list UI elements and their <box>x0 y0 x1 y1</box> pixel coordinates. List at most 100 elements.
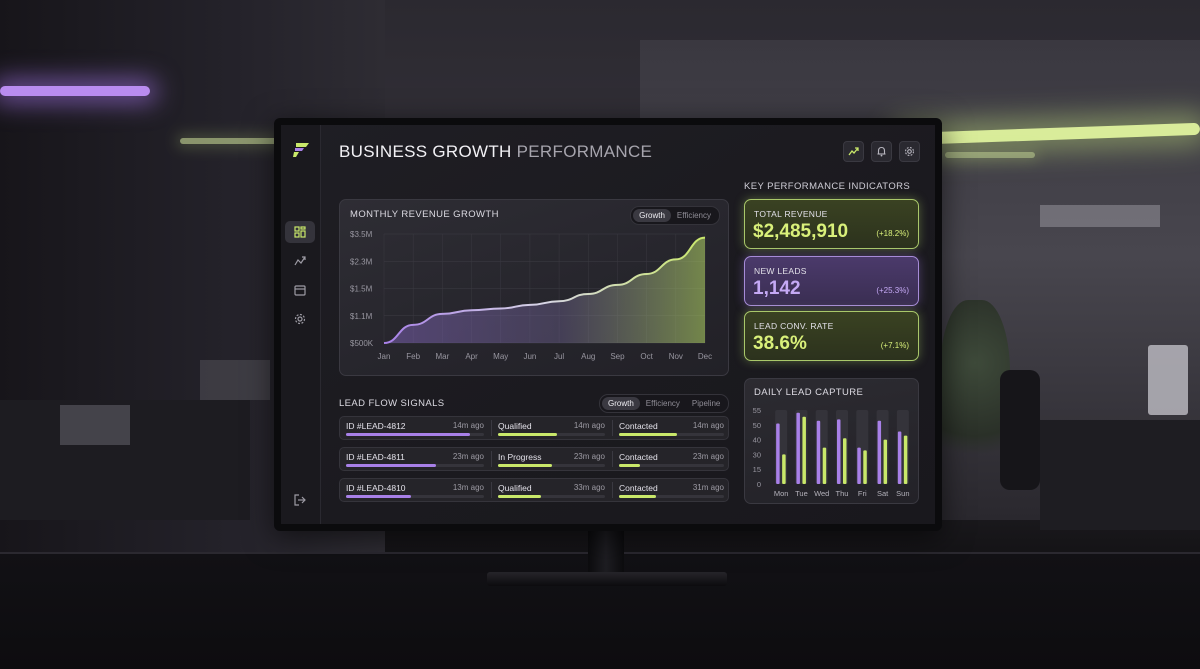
daily-y-tick-label: 55 <box>753 406 761 415</box>
daily-bar <box>843 438 847 484</box>
background-monitor <box>1148 345 1188 415</box>
lead-row[interactable]: ID #LEAD-4812 14m ago Qualified 14m ago Cont… <box>339 416 729 440</box>
analytics-icon <box>294 256 306 266</box>
daily-bar <box>857 447 861 484</box>
lead-row-divider <box>491 482 492 498</box>
sidebar-item-calendar[interactable] <box>285 279 315 301</box>
background-purple-light <box>0 86 150 96</box>
daily-lead-capture-card: 55 50 40 30 15 0 Mon Tue Wed Thu Fri Sat Sun DAILY L… <box>744 378 919 504</box>
kpi-value: 1,142 <box>753 278 801 299</box>
lead-progress-fill <box>498 464 552 467</box>
lead-id-text: ID #LEAD-4811 <box>346 452 405 462</box>
lead-progress-track <box>619 433 724 436</box>
lead-id-text: ID #LEAD-4810 <box>346 483 406 493</box>
settings-button[interactable] <box>899 141 920 162</box>
daily-bar <box>903 435 908 484</box>
daily-x-tick-label: Mon <box>774 489 789 498</box>
lead-status-time: 31m ago <box>692 483 724 492</box>
lead-progress-track <box>498 495 605 498</box>
lead-cell-id: ID #LEAD-4810 13m ago <box>340 479 490 501</box>
background-panel <box>1040 205 1160 227</box>
lead-row-divider <box>612 482 613 498</box>
lead-row[interactable]: ID #LEAD-4810 13m ago Qualified 33m ago Cont… <box>339 478 729 502</box>
revenue-chart-card: $500K $1.1M $1.5M $2.3M $3.5M Jan Feb Mar Apr May… <box>339 199 729 376</box>
trend-button[interactable] <box>843 141 864 162</box>
sidebar-item-analytics[interactable] <box>285 250 315 272</box>
lead-flow-title: LEAD FLOW SIGNALS <box>339 398 445 409</box>
kpi-lead-conv-rate[interactable]: LEAD CONV. RATE 38.6% (+7.1%) <box>744 311 919 361</box>
lead-progress-fill <box>498 433 557 436</box>
daily-bar <box>877 420 882 484</box>
kpi-change: (+25.3%) <box>876 286 909 295</box>
daily-bar <box>782 454 786 484</box>
bell-icon <box>877 146 886 157</box>
lead-cell-id: ID #LEAD-4811 23m ago <box>340 448 490 470</box>
daily-bar <box>802 416 806 484</box>
lead-cell-stage: Qualified 14m ago <box>492 417 611 439</box>
sidebar-item-settings[interactable] <box>285 308 315 330</box>
lead-row-divider <box>491 420 492 436</box>
kpi-label: TOTAL REVENUE <box>754 209 828 219</box>
revenue-tabs: Growth Efficiency <box>630 206 720 225</box>
kpi-new-leads[interactable]: NEW LEADS 1,142 (+25.3%) <box>744 256 919 306</box>
lead-progress-track <box>619 464 724 467</box>
kpi-value: $2,485,910 <box>753 221 849 242</box>
revenue-tab-efficiency[interactable]: Efficiency <box>676 211 711 220</box>
lead-flow-tab-efficiency[interactable]: Efficiency <box>645 399 680 408</box>
lead-status-time: 23m ago <box>692 452 724 461</box>
lead-row-divider <box>491 451 492 467</box>
daily-x-tick-label: Tue <box>795 489 808 498</box>
lead-stage-time: 33m ago <box>573 483 605 492</box>
page-title-main: BUSINESS GROWTH <box>339 142 512 161</box>
daily-bar <box>897 431 902 484</box>
lead-progress-track <box>346 433 484 436</box>
daily-y-tick-label: 0 <box>757 480 761 489</box>
revenue-x-tick-label: Jun <box>523 352 536 361</box>
kpi-change: (+18.2%) <box>876 229 909 238</box>
lead-flow-tab-growth[interactable]: Growth <box>602 397 640 410</box>
revenue-x-tick-label: Mar <box>435 352 449 361</box>
lead-flow-tab-pipeline[interactable]: Pipeline <box>691 399 721 408</box>
kpi-label: NEW LEADS <box>754 266 807 276</box>
dashboard-screen: BUSINESS GROWTH PERFORMANCE <box>281 125 935 524</box>
app-logo-icon <box>293 143 309 157</box>
lead-stage-text: Qualified <box>498 483 532 493</box>
lead-progress-track <box>498 464 605 467</box>
lead-progress-fill <box>619 495 656 498</box>
monitor-stand-neck <box>588 525 624 575</box>
revenue-y-tick-label: $500K <box>350 339 374 348</box>
lead-status-time: 14m ago <box>692 421 724 430</box>
lead-progress-fill <box>346 464 436 467</box>
sidebar <box>281 125 321 524</box>
lead-progress-track <box>346 495 484 498</box>
daily-y-tick-label: 15 <box>753 465 761 474</box>
page-title: BUSINESS GROWTH PERFORMANCE <box>339 142 652 162</box>
lead-status-text: Contacted <box>619 483 658 493</box>
kpi-value: 38.6% <box>753 333 807 354</box>
kpi-heading: KEY PERFORMANCE INDICATORS <box>744 181 911 192</box>
sidebar-item-dashboard[interactable] <box>285 221 315 243</box>
lead-id-time: 14m ago <box>452 421 484 430</box>
daily-bar <box>883 439 888 484</box>
logout-button[interactable] <box>285 489 315 511</box>
daily-x-tick-label: Thu <box>836 489 849 498</box>
daily-y-tick-label: 40 <box>753 436 761 445</box>
revenue-area-fill <box>384 237 705 343</box>
kpi-total-revenue[interactable]: TOTAL REVENUE $2,485,910 (+18.2%) <box>744 199 919 249</box>
notifications-button[interactable] <box>871 141 892 162</box>
revenue-chart-title: MONTHLY REVENUE GROWTH <box>350 209 499 220</box>
lead-cell-status: Contacted 23m ago <box>613 448 730 470</box>
revenue-tab-growth[interactable]: Growth <box>633 209 671 222</box>
daily-x-tick-label: Fri <box>858 489 867 498</box>
lead-row[interactable]: ID #LEAD-4811 23m ago In Progress 23m ago Co… <box>339 447 729 471</box>
lead-cell-status: Contacted 31m ago <box>613 479 730 501</box>
daily-x-tick-label: Sat <box>877 489 889 498</box>
lead-progress-fill <box>619 464 640 467</box>
lead-status-text: Contacted <box>619 452 658 462</box>
logout-icon <box>294 494 306 506</box>
revenue-x-tick-label: Feb <box>406 352 420 361</box>
page-title-sub: PERFORMANCE <box>516 142 653 161</box>
daily-y-tick-label: 50 <box>753 421 761 430</box>
revenue-x-tick-label: Jul <box>554 352 564 361</box>
background-box <box>60 405 130 445</box>
